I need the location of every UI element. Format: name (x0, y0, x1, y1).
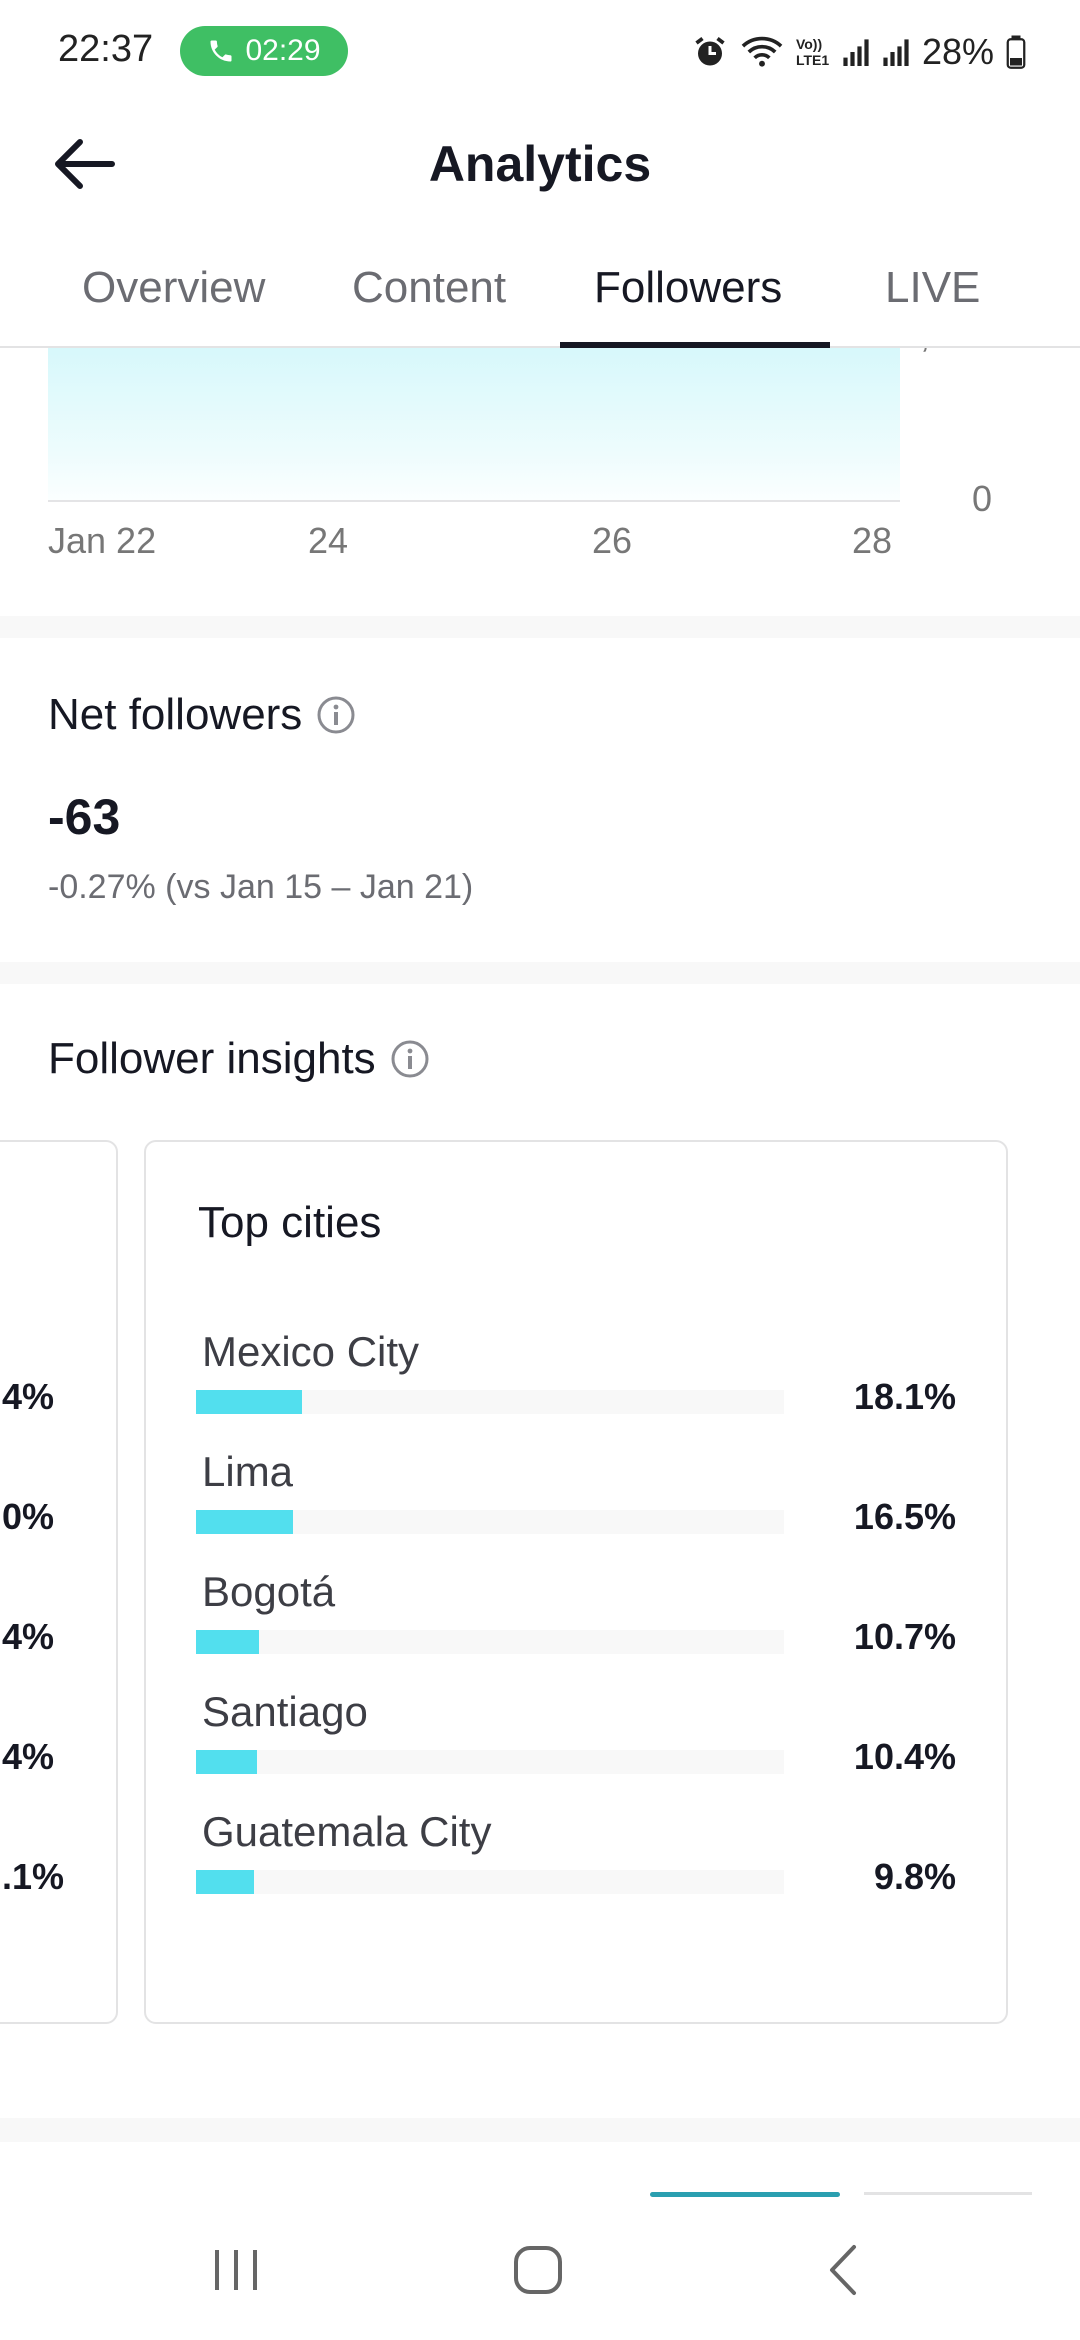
alarm-icon (695, 37, 725, 66)
city-bar-track (196, 1630, 784, 1654)
signal-icon-2 (883, 39, 909, 66)
arrow-left-icon (55, 139, 115, 189)
city-percent: 10.4% (853, 1736, 956, 1777)
status-time: 22:37 (58, 28, 154, 70)
city-bar-track (196, 1510, 784, 1534)
follower-insights-header: Follower insights (48, 1034, 430, 1084)
section-divider (0, 616, 1080, 638)
follower-insights-title: Follower insights (48, 1034, 376, 1083)
previous-card-percent: 0% (2, 1496, 55, 1537)
home-button[interactable] (488, 2230, 588, 2310)
city-row: Mexico City 18.1% (196, 1328, 956, 1438)
signal-icon-1 (843, 39, 869, 66)
partial-section-element (864, 2192, 1032, 2195)
tab-overview[interactable]: Overview (82, 263, 266, 312)
city-bar-track (196, 1870, 784, 1894)
previous-card-percent: 4% (2, 1376, 55, 1417)
city-bar-fill (196, 1630, 259, 1654)
info-circle-icon[interactable] (316, 695, 356, 735)
net-followers-value: -63 (48, 789, 121, 845)
city-bar-track (196, 1390, 784, 1414)
recent-apps-button[interactable] (186, 2230, 286, 2310)
city-bar-track (196, 1750, 784, 1774)
net-followers-comparison: -0.27% (vs Jan 15 – Jan 21) (48, 868, 474, 906)
city-name: Santiago (202, 1688, 368, 1735)
city-row: Guatemala City 9.8% (196, 1808, 956, 1918)
x-tick-label: 26 (592, 520, 633, 561)
city-row: Lima 16.5% (196, 1448, 956, 1558)
phone-icon (210, 40, 232, 62)
system-nav-bar (0, 2200, 1080, 2340)
nav-back-icon (830, 2245, 856, 2295)
city-bar-fill (196, 1750, 258, 1774)
section-divider (0, 2118, 1080, 2142)
info-circle-icon[interactable] (390, 1039, 430, 1079)
wifi-icon (741, 36, 783, 67)
chart-baseline (48, 500, 900, 502)
status-bar: 22:37 02:29 Vo)) LTE1 28% (0, 0, 1080, 104)
city-percent: 9.8% (873, 1856, 956, 1897)
x-tick-label: 24 (308, 520, 349, 561)
followers-chart: 6,731 0 Jan 22 24 26 28 (0, 348, 1080, 614)
chart-area-fill (48, 348, 900, 500)
analytics-tabs: Overview Content Followers LIVE (0, 244, 1080, 348)
nav-back-button[interactable] (792, 2230, 892, 2310)
previous-insight-card[interactable]: 4% 0% 4% 4% .1% (0, 1140, 118, 2024)
city-bar-fill (196, 1870, 254, 1894)
city-bar-fill (196, 1390, 303, 1414)
top-cities-title: Top cities (198, 1198, 382, 1247)
active-tab-indicator (560, 342, 830, 348)
previous-card-percent: 4% (2, 1736, 55, 1777)
city-percent: 16.5% (853, 1496, 956, 1537)
net-followers-title: Net followers (48, 690, 303, 739)
back-button[interactable] (44, 124, 124, 204)
net-followers-header: Net followers (48, 690, 356, 740)
city-name: Guatemala City (202, 1808, 492, 1855)
city-row: Santiago 10.4% (196, 1688, 956, 1798)
status-icons: Vo)) LTE1 28% (692, 28, 1026, 76)
tab-followers[interactable]: Followers (594, 263, 783, 312)
app-header: Analytics (0, 104, 1080, 244)
tab-content[interactable]: Content (352, 263, 507, 312)
city-name: Mexico City (202, 1328, 420, 1375)
city-percent: 10.7% (853, 1616, 956, 1657)
city-row: Bogotá 10.7% (196, 1568, 956, 1678)
home-icon (514, 2246, 562, 2294)
x-tick-label: 28 (852, 520, 893, 561)
partial-section-element (650, 2192, 840, 2197)
top-cities-card[interactable]: Top cities Mexico City 18.1% Lima 16.5% … (144, 1140, 1008, 2024)
city-name: Lima (202, 1448, 294, 1495)
y-tick-label-zero: 0 (972, 478, 993, 519)
battery-icon (1006, 35, 1026, 69)
section-divider (0, 962, 1080, 984)
city-name: Bogotá (202, 1568, 336, 1615)
battery-percent: 28% (921, 31, 994, 72)
y-tick-label-top: 6,731 (900, 348, 990, 356)
previous-card-percent: .1% (2, 1856, 65, 1897)
tab-live[interactable]: LIVE (885, 263, 981, 312)
x-tick-label: Jan 22 (48, 520, 157, 561)
recent-apps-icon (215, 2250, 257, 2290)
call-duration: 02:29 (245, 34, 321, 67)
page-title: Analytics (428, 136, 652, 192)
previous-card-percent: 4% (2, 1616, 55, 1657)
network-label: Vo)) LTE1 (795, 36, 830, 68)
city-bar-fill (196, 1510, 294, 1534)
ongoing-call-pill[interactable]: 02:29 (180, 26, 348, 76)
city-percent: 18.1% (853, 1376, 956, 1417)
